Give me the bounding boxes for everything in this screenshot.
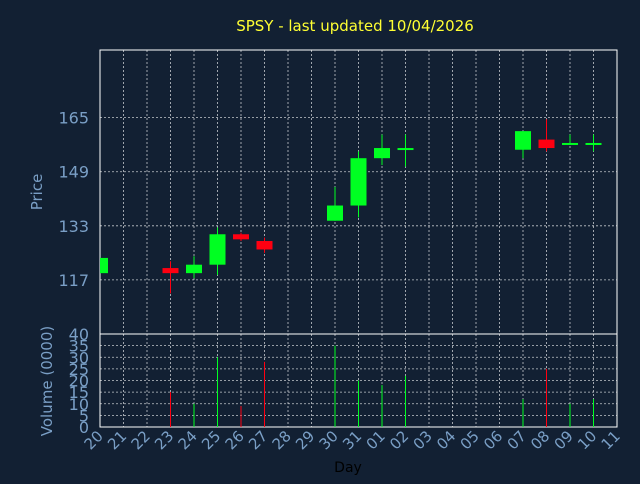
price-tick-label: 149 <box>58 163 89 182</box>
x-tick-label: 31 <box>339 427 365 453</box>
candle-body <box>100 257 108 274</box>
candle-body <box>374 148 390 159</box>
x-tick-label: 09 <box>551 427 577 453</box>
x-tick-label: 23 <box>151 427 177 453</box>
x-tick-label: 25 <box>198 427 224 453</box>
price-tick-label: 117 <box>58 271 89 290</box>
price-tick-label: 165 <box>58 109 89 128</box>
candle-body <box>515 131 531 150</box>
x-tick-label: 27 <box>245 427 271 453</box>
x-tick-label: 01 <box>363 427 389 453</box>
x-tick-label: 06 <box>480 427 506 453</box>
candle-body <box>256 241 273 250</box>
x-tick-label: 29 <box>292 427 318 453</box>
x-tick-label: 11 <box>598 427 624 453</box>
x-tick-label: 24 <box>175 427 201 453</box>
chart-title: SPSY - last updated 10/04/2026 <box>236 17 474 35</box>
volume-tick-label: 30 <box>69 348 89 367</box>
candle-body <box>538 139 555 149</box>
candle-body <box>397 148 414 151</box>
x-tick-label: 05 <box>457 427 483 453</box>
price-axis-label: Price <box>28 174 46 211</box>
x-tick-label: 02 <box>386 427 412 453</box>
price-tick-label: 133 <box>58 217 89 236</box>
volume-tick-label: 35 <box>69 337 89 356</box>
x-tick-label: 26 <box>222 427 248 453</box>
x-tick-label: 04 <box>433 427 459 453</box>
candle-body <box>186 264 202 274</box>
x-axis-label: Day <box>334 460 362 476</box>
candle-body <box>585 142 602 145</box>
x-tick-label: 30 <box>316 427 342 453</box>
volume-tick-label: 10 <box>69 395 89 414</box>
candles-group <box>100 119 602 294</box>
candle-body <box>233 234 249 240</box>
candle-body <box>562 142 578 145</box>
volume-tick-label: 20 <box>69 372 89 391</box>
volume-tick-label: 15 <box>69 383 89 402</box>
volume-tick-label: 40 <box>69 325 89 344</box>
x-tick-label: 28 <box>269 427 295 453</box>
candle-body <box>327 205 343 221</box>
x-tick-label: 08 <box>527 427 553 453</box>
candle-body <box>350 158 367 206</box>
candle-body <box>209 234 226 265</box>
candle-body <box>162 268 179 274</box>
volume-axis-label: Volume (0000) <box>38 326 56 436</box>
volume-tick-label: 0 <box>79 418 89 437</box>
x-tick-label: 22 <box>128 427 154 453</box>
volume-tick-label: 25 <box>69 360 89 379</box>
x-tick-label: 10 <box>574 427 600 453</box>
x-tick-label: 21 <box>104 427 130 453</box>
x-tick-label: 03 <box>410 427 436 453</box>
x-tick-label: 07 <box>504 427 530 453</box>
volume-tick-label: 5 <box>79 406 89 425</box>
